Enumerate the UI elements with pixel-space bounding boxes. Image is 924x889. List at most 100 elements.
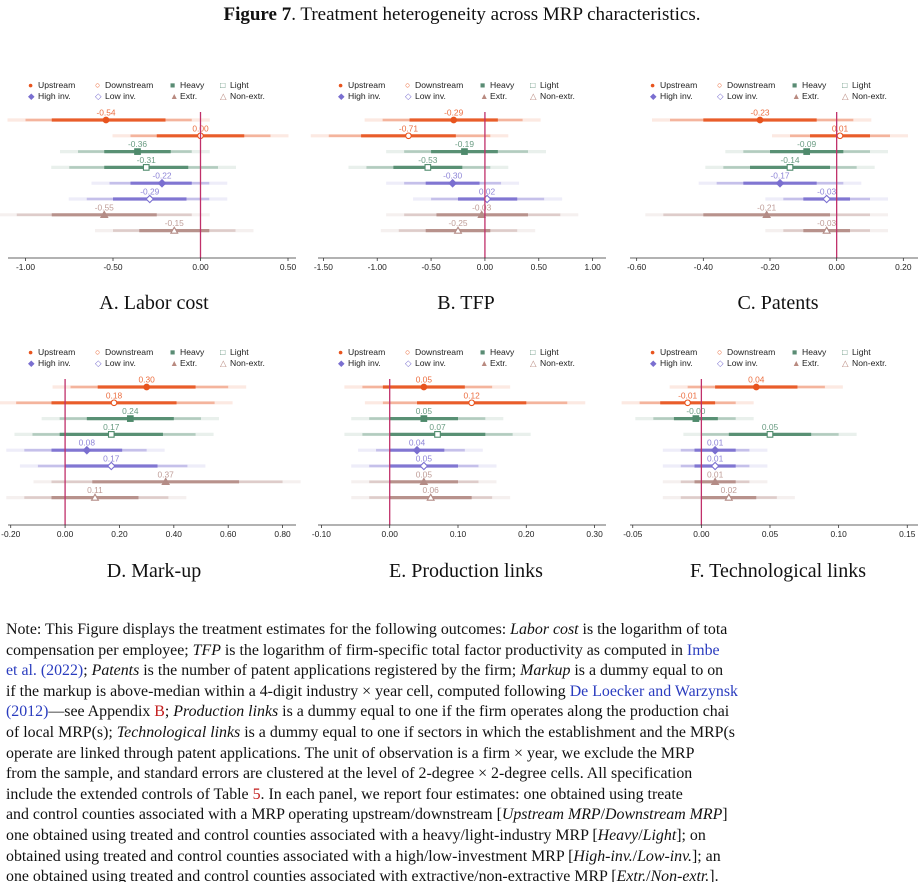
light-marker bbox=[142, 164, 150, 171]
citation-link[interactable]: De Loecker and Warzynsk bbox=[569, 682, 738, 700]
downstream-estimate-label: 0.01 bbox=[832, 123, 849, 133]
legend-label-high-inv: High inv. bbox=[660, 91, 693, 101]
caption-production-links: E. Production links bbox=[389, 560, 543, 582]
high-inv-marker bbox=[82, 445, 92, 455]
x-tick-label: -0.20 bbox=[1, 529, 20, 539]
extr-estimate-label: -0.21 bbox=[757, 202, 776, 212]
high-inv-marker bbox=[775, 178, 785, 188]
heavy-estimate-label: -0.36 bbox=[128, 139, 147, 149]
note-text: ; bbox=[83, 662, 92, 680]
x-tick-label: -0.40 bbox=[694, 262, 713, 272]
note-line-9: include the extended controls of Table 5… bbox=[6, 785, 918, 806]
note-text: . In each panel, we report four estimate… bbox=[260, 785, 683, 803]
note-line-2: compensation per employee; TFP is the lo… bbox=[6, 641, 918, 662]
citation-link[interactable]: (2012) bbox=[6, 703, 49, 721]
heavy-marker bbox=[461, 148, 468, 155]
x-tick-label: 0.00 bbox=[477, 262, 494, 272]
legend-symbol-low-inv: ◇ bbox=[95, 358, 102, 368]
legend-symbol-low-inv: ◇ bbox=[95, 91, 102, 101]
x-tick-label: -1.00 bbox=[16, 262, 35, 272]
legend-symbol-downstream: ○ bbox=[405, 80, 410, 90]
note-line-1: Note: This Figure displays the treatment… bbox=[6, 620, 918, 641]
note-text: ; bbox=[164, 703, 174, 721]
upstream-marker bbox=[102, 116, 110, 124]
note-line-13: one obtained using treated and control c… bbox=[6, 867, 918, 882]
legend-label-light: Light bbox=[540, 80, 559, 90]
legend-symbol-light: □ bbox=[220, 347, 226, 357]
note-line-8: from the sample, and standard errors are… bbox=[6, 765, 693, 783]
note-text: of local MRP(s); bbox=[6, 723, 117, 741]
downstream-marker bbox=[836, 132, 844, 140]
chart-patents: ● Upstream ○ Downstream ■ Heavy □ Light ◆ High in… bbox=[627, 80, 918, 272]
note-term: High-inv. bbox=[573, 847, 633, 865]
note-line-6: of local MRP(s); Technological links is … bbox=[6, 723, 918, 744]
note-term: Patents bbox=[91, 662, 140, 680]
legend-symbol-upstream: ● bbox=[650, 80, 655, 90]
legend-symbol-low-inv: ◇ bbox=[717, 358, 724, 368]
upstream-estimate-label: -0.29 bbox=[444, 108, 463, 118]
heavy-estimate-label: 0.05 bbox=[416, 406, 433, 416]
appendix-link[interactable]: B bbox=[154, 703, 165, 721]
downstream-marker bbox=[468, 399, 476, 407]
legend-symbol-high-inv: ◆ bbox=[650, 91, 657, 101]
downstream-marker bbox=[110, 399, 118, 407]
light-marker bbox=[786, 164, 794, 171]
non-extr-marker bbox=[169, 226, 179, 234]
legend-symbol-downstream: ○ bbox=[95, 347, 100, 357]
legend-symbol-extr: ▲ bbox=[480, 358, 489, 368]
light-marker bbox=[424, 164, 432, 171]
x-tick-label: 0.20 bbox=[111, 529, 128, 539]
high-inv-estimate-label: -0.30 bbox=[443, 171, 462, 181]
table-link[interactable]: 5 bbox=[252, 785, 261, 803]
legend-symbol-extr: ▲ bbox=[792, 358, 801, 368]
heavy-marker bbox=[420, 415, 428, 422]
legend-symbol-heavy: ■ bbox=[480, 347, 485, 357]
high-inv-estimate-label: -0.17 bbox=[770, 171, 789, 181]
legend-label-non-extr: Non-extr. bbox=[230, 358, 265, 368]
legend-label-high-inv: High inv. bbox=[348, 358, 381, 368]
x-tick-label: 0.50 bbox=[531, 262, 548, 272]
note-text: / bbox=[638, 826, 643, 844]
note-term: Technological links bbox=[116, 723, 241, 741]
note-text: ]; on bbox=[676, 826, 706, 844]
legend-symbol-upstream: ● bbox=[28, 347, 33, 357]
legend-symbol-downstream: ○ bbox=[95, 80, 100, 90]
x-tick-label: 1.00 bbox=[584, 262, 601, 272]
legend-symbol-low-inv: ◇ bbox=[717, 91, 724, 101]
plot-area: 0.04 -0.01 -0.00 0.05 0.01 0.01 0.01 0.02 bbox=[621, 375, 857, 501]
x-tick-label: 0.00 bbox=[382, 529, 399, 539]
chart-technological-links: ● Upstream ○ Downstream ■ Heavy □ Light ◆ High in… bbox=[621, 347, 918, 539]
upstream-estimate-label: -0.23 bbox=[750, 108, 769, 118]
low-inv-estimate-label: 0.02 bbox=[479, 187, 496, 197]
high-inv-estimate-label: 0.01 bbox=[707, 438, 724, 448]
x-tick-label: 0.40 bbox=[166, 529, 183, 539]
citation-link[interactable]: et al. (2022) bbox=[6, 662, 84, 680]
legend-label-light: Light bbox=[540, 347, 559, 357]
extr-marker bbox=[99, 210, 109, 218]
legend-label-heavy: Heavy bbox=[802, 347, 827, 357]
plot-area: -0.540.00-0.36-0.31-0.22-0.29-0.55-0.15 bbox=[0, 108, 289, 234]
x-tick-label: 0.10 bbox=[830, 529, 847, 539]
note-term: Heavy bbox=[597, 826, 639, 844]
x-tick-label: -0.60 bbox=[627, 262, 646, 272]
extr-estimate-label: -0.03 bbox=[472, 202, 491, 212]
upstream-estimate-label: 0.30 bbox=[138, 375, 155, 385]
figure-label: Figure 7 bbox=[223, 4, 292, 25]
legend-symbol-low-inv: ◇ bbox=[405, 91, 412, 101]
legend-symbol-light: □ bbox=[220, 80, 226, 90]
legend-symbol-low-inv: ◇ bbox=[405, 358, 412, 368]
legend-label-high-inv: High inv. bbox=[38, 358, 71, 368]
low-inv-estimate-label: -0.03 bbox=[817, 187, 836, 197]
legend-symbol-heavy: ■ bbox=[170, 347, 175, 357]
non-extr-estimate-label: -0.03 bbox=[817, 218, 836, 228]
note-text: is a dummy equal to on bbox=[570, 662, 724, 680]
extr-marker bbox=[419, 477, 429, 485]
caption-markup: D. Mark-up bbox=[106, 560, 202, 582]
citation-link[interactable]: Imbe bbox=[686, 641, 720, 659]
x-tick-label: 0.00 bbox=[57, 529, 74, 539]
legend-label-heavy: Heavy bbox=[802, 80, 827, 90]
legend-symbol-extr: ▲ bbox=[792, 91, 801, 101]
light-estimate-label: 0.07 bbox=[429, 422, 446, 432]
note-text: one obtained using treated and control c… bbox=[6, 826, 598, 844]
light-marker bbox=[766, 431, 774, 438]
